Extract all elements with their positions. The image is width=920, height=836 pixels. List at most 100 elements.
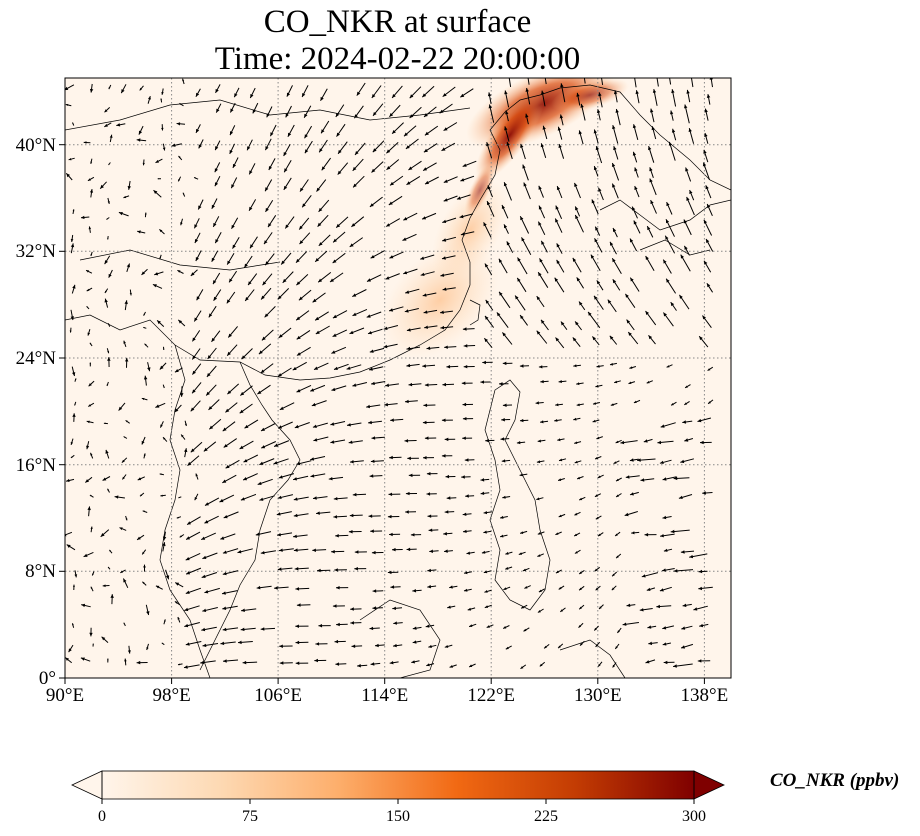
wind-arrow-head <box>463 344 468 348</box>
wind-arrow-head <box>594 627 597 631</box>
wind-arrow-head <box>279 406 284 410</box>
wind-arrow-head <box>74 378 77 380</box>
wind-arrow-head <box>440 310 444 314</box>
wind-arrow-head <box>80 657 85 661</box>
wind-arrow-head <box>225 464 230 469</box>
wind-arrow-head <box>294 424 299 429</box>
wind-arrow-head <box>186 571 191 575</box>
wind-arrow-head <box>666 278 670 283</box>
wind-arrow-head <box>143 564 146 568</box>
wind-arrow-head <box>321 129 325 134</box>
wind-arrow-head <box>287 132 292 137</box>
wind-arrow-head <box>428 644 432 648</box>
wind-arrow-head <box>72 584 75 587</box>
wind-arrow-head <box>234 93 238 98</box>
wind-arrow-head <box>120 570 123 573</box>
wind-arrow-head <box>662 626 667 630</box>
wind-arrow-head <box>162 542 166 547</box>
wind-arrow-head <box>444 645 449 648</box>
wind-arrow-head <box>480 478 485 482</box>
wind-arrow-head <box>389 308 394 312</box>
wind-arrow-head <box>680 254 684 259</box>
wind-arrow-head <box>575 321 579 326</box>
wind-arrow-head <box>384 402 388 407</box>
wind-arrow-head <box>261 336 266 341</box>
wind-arrow-head <box>194 224 198 229</box>
wind-arrow-head <box>560 83 564 88</box>
wind-arrow-head <box>387 514 392 519</box>
wind-arrow-head <box>370 529 374 533</box>
wind-arrow-head <box>318 624 323 628</box>
wind-arrow-head <box>439 109 444 114</box>
wind-arrow-head <box>424 131 429 136</box>
wind-arrow-head <box>556 243 560 248</box>
wind-arrow-head <box>366 314 371 318</box>
wind-arrow-head <box>264 313 269 318</box>
wind-arrow-head <box>632 151 637 156</box>
wind-arrow-head <box>462 163 467 167</box>
wind-arrow-head <box>335 113 340 117</box>
wind-arrow-head <box>598 663 601 667</box>
wind-arrow-head <box>226 299 231 304</box>
wind-arrow-head <box>249 170 253 175</box>
wind-arrow-head <box>405 510 409 514</box>
wind-arrow-head <box>632 124 637 129</box>
wind-arrow-head <box>278 425 283 429</box>
wind-arrow-head <box>555 403 559 407</box>
wind-arrow-head <box>184 607 189 612</box>
wind-arrow-head <box>633 400 637 403</box>
wind-arrow-head <box>595 587 599 591</box>
wind-arrow-head <box>614 380 618 384</box>
wind-arrow-head <box>89 632 93 637</box>
wind-arrow-head <box>482 360 486 365</box>
wind-arrow-head <box>557 438 561 442</box>
wind-arrow-head <box>704 260 708 265</box>
wind-arrow-head <box>650 108 654 113</box>
wind-arrow-head <box>230 131 234 136</box>
map-title: CO_NKR at surface <box>263 4 532 40</box>
wind-arrow-head <box>594 295 598 300</box>
wind-arrow-head <box>107 488 110 491</box>
wind-arrow-head <box>256 585 261 590</box>
wind-arrow-head <box>639 608 644 612</box>
wind-arrow-head <box>699 623 704 628</box>
wind-arrow-head <box>276 512 281 516</box>
wind-arrow-head <box>228 333 232 338</box>
wind-arrow-head <box>579 606 582 610</box>
wind-arrow-head <box>161 642 164 645</box>
wind-arrow-head <box>390 585 395 589</box>
wind-arrow-head <box>137 477 142 481</box>
wind-arrow-head <box>499 291 503 296</box>
wind-arrow-head <box>184 623 189 628</box>
wind-arrow-head <box>612 279 617 284</box>
wind-arrow-head <box>125 357 129 362</box>
wind-arrow-head <box>201 536 206 540</box>
x-tick-label: 98°E <box>152 685 190 706</box>
wind-arrow-head <box>125 518 128 521</box>
wind-arrow-head <box>196 296 200 301</box>
wind-arrow-head <box>485 299 490 304</box>
colorbar-extend-max <box>693 770 725 800</box>
wind-arrow-head <box>616 478 619 482</box>
wind-arrow-head <box>525 88 529 92</box>
wind-arrow-head <box>278 475 283 479</box>
wind-arrow-head <box>641 574 646 578</box>
wind-arrow-head <box>104 109 108 113</box>
wind-arrow-head <box>442 238 447 242</box>
wind-arrow-head <box>354 567 358 571</box>
wind-arrow-head <box>370 255 375 259</box>
wind-arrow-head <box>196 128 200 133</box>
wind-arrow-head <box>697 418 702 423</box>
wind-arrow-head <box>285 113 289 118</box>
wind-arrow-head <box>670 110 674 115</box>
wind-arrow-head <box>520 315 524 319</box>
wind-arrow-head <box>697 659 702 663</box>
wind-arrow-head <box>442 287 447 291</box>
wind-arrow-head <box>441 454 446 458</box>
wind-arrow-head <box>555 532 559 535</box>
wind-arrow-head <box>594 494 598 497</box>
wind-arrow-head <box>122 476 125 480</box>
wind-arrow-head <box>615 533 618 536</box>
wind-arrow-head <box>100 184 104 189</box>
wind-arrow-head <box>640 478 645 482</box>
